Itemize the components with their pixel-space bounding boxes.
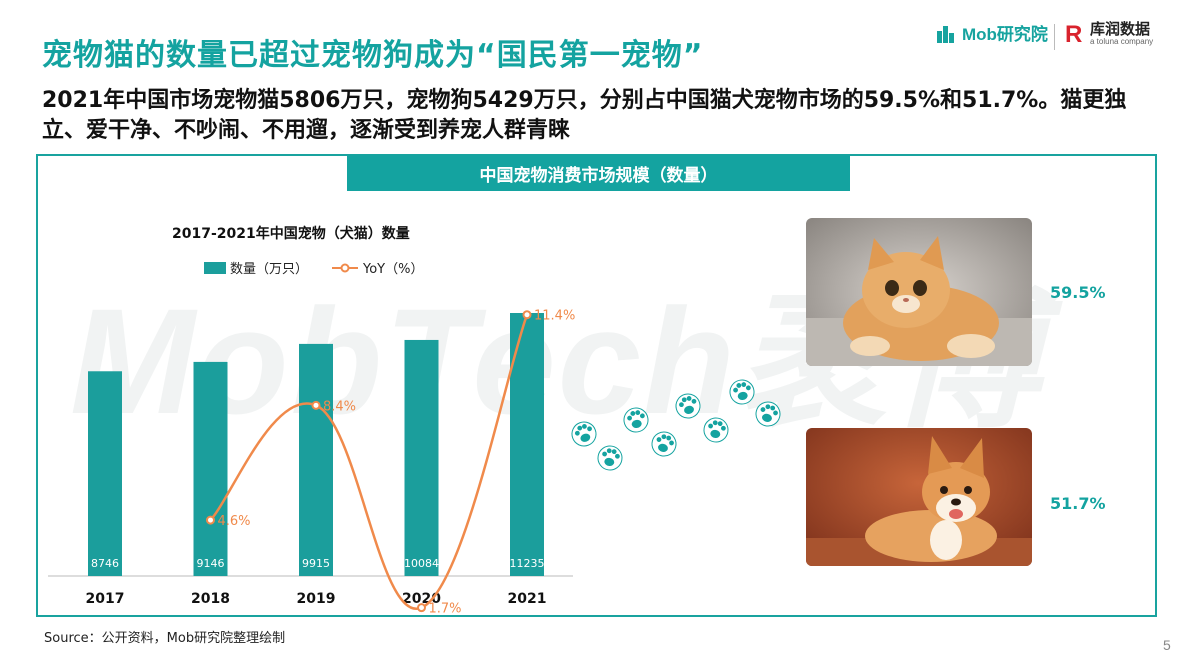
yoy-value-label-2021: 11.4% — [534, 309, 575, 324]
slide-subtitle: 2021年中国市场宠物猫5806万只，宠物狗5429万只，分别占中国猫犬宠物市场… — [42, 88, 1127, 143]
cat-illustration — [806, 218, 1032, 366]
svg-text:R: R — [1065, 21, 1082, 46]
dog-illustration — [806, 428, 1032, 566]
paw-print-icon — [729, 379, 755, 405]
yoy-value-label-2018: 4.6% — [218, 514, 251, 529]
yoy-series-line — [209, 314, 529, 610]
panel-header: 中国宠物消费市场规模（数量） — [347, 155, 850, 191]
source-note: Source：公开资料，Mob研究院整理绘制 — [44, 631, 286, 646]
bar-2017 — [88, 371, 122, 576]
legend-line-label: YoY（%） — [362, 262, 423, 277]
bar-value-label-2021: 11235 — [510, 557, 545, 570]
dog-photo — [806, 428, 1032, 566]
bar-2018 — [193, 361, 228, 576]
chart-legend: 数量（万只） YoY（%） — [204, 262, 423, 277]
x-tick-label-2018: 2018 — [191, 591, 230, 607]
paw-print-icon — [703, 417, 729, 443]
slide-title: 宠物猫的数量已超过宠物狗成为“国民第一宠物” — [42, 38, 704, 73]
yoy-point-2020 — [417, 603, 426, 613]
yoy-value-label-2020: 1.7% — [429, 602, 462, 617]
bar-value-label-2019: 9915 — [302, 557, 330, 570]
x-tick-label-2017: 2017 — [86, 591, 125, 607]
x-tick-label-2020: 2020 — [402, 591, 441, 607]
yoy-point-2018 — [206, 515, 215, 525]
mob-logo-text: Mob研究院 — [962, 25, 1048, 44]
paw-print-icon — [755, 401, 781, 427]
yoy-point-2021 — [522, 310, 532, 320]
page-number: 5 — [1163, 637, 1171, 653]
mob-logo: Mob研究院 — [936, 20, 1048, 45]
x-tick-label-2021: 2021 — [508, 591, 547, 607]
paw-print-icon — [571, 421, 597, 447]
bar-value-label-2020: 10084 — [404, 557, 439, 570]
paw-print-icon — [651, 431, 677, 457]
chart-title: 2017-2021年中国宠物（犬猫）数量 — [172, 225, 410, 242]
paw-print-icon — [675, 393, 701, 419]
kurun-logo-tagline: a toluna company — [1090, 36, 1154, 46]
dog-share: 51.7% — [1050, 494, 1106, 513]
paw-print-icon — [597, 445, 623, 471]
legend-line-marker — [340, 263, 350, 273]
mob-logo-icon — [937, 25, 954, 43]
yoy-point-2019 — [311, 400, 321, 410]
legend-bar-label: 数量（万只） — [230, 262, 308, 277]
bar-value-label-2018: 9146 — [197, 557, 225, 570]
kurun-logo-icon: R — [1062, 20, 1086, 46]
cat-photo — [806, 218, 1032, 366]
legend-bar-swatch — [204, 262, 226, 274]
kurun-logo-text: 库润数据 — [1090, 19, 1151, 38]
logo-divider — [1054, 24, 1055, 50]
x-tick-label-2019: 2019 — [297, 591, 336, 607]
bar-2019 — [299, 343, 333, 576]
bar-2020 — [404, 339, 439, 576]
paw-print-icon — [623, 407, 649, 433]
kurun-logo: R 库润数据 a toluna company — [1062, 20, 1153, 46]
paw-prints — [571, 379, 781, 471]
bar-value-label-2017: 8746 — [91, 557, 119, 570]
cat-share: 59.5% — [1050, 283, 1106, 302]
yoy-value-label-2019: 8.4% — [323, 399, 356, 414]
